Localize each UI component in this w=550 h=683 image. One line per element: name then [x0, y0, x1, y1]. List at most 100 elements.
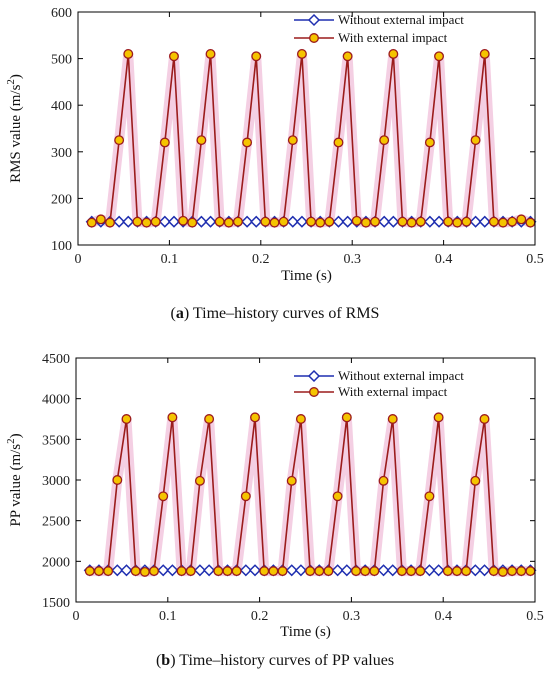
data-point-with-impact [95, 214, 106, 225]
chart-marks [83, 412, 537, 577]
chart-marks [85, 48, 537, 228]
data-point-with-impact [176, 566, 187, 577]
y-axis-label: PP value (m/s2) [5, 433, 24, 526]
data-point-with-impact [114, 135, 125, 146]
x-axis-label: Time (s) [281, 268, 332, 284]
data-point-without-impact [469, 215, 482, 228]
legend-label-without-impact: Without external impact [338, 368, 464, 383]
y-tick-label: 100 [51, 239, 72, 254]
x-tick-label: 0.3 [343, 252, 361, 267]
data-point-with-impact [167, 412, 178, 423]
data-point-with-impact [333, 137, 344, 148]
data-point-without-impact [241, 215, 254, 228]
data-point-with-impact [286, 475, 297, 486]
data-point-without-impact [340, 564, 353, 577]
legend-label-with-impact: With external impact [338, 30, 448, 45]
data-point-with-impact [360, 217, 371, 228]
data-point-without-impact [167, 215, 181, 228]
data-point-without-impact [113, 215, 126, 228]
data-point-with-impact [442, 566, 453, 577]
data-point-with-impact [488, 216, 499, 227]
axis-ticks: 0 0.1 0.2 0.3 0.4 0.5 100 200 300 400 500 600 [51, 6, 544, 267]
plot-frame [77, 11, 536, 246]
data-point-with-impact [277, 566, 288, 577]
data-point-with-impact [306, 216, 317, 227]
data-point-with-impact [452, 566, 462, 577]
data-point-with-impact [130, 566, 141, 577]
data-point-without-impact [386, 564, 399, 577]
y-tick-label: 300 [51, 146, 72, 161]
data-point-with-impact [415, 566, 426, 577]
data-point-with-impact [103, 566, 114, 577]
data-point-without-impact [157, 564, 170, 577]
data-point-without-impact [193, 564, 206, 577]
data-point-with-impact [260, 216, 271, 227]
data-point-with-impact [507, 566, 518, 577]
data-point-with-impact [360, 566, 371, 577]
x-tick-label: 0.4 [434, 609, 452, 624]
data-point-with-impact [223, 217, 234, 228]
legend-marker-without-impact [307, 13, 321, 27]
legend: Without external impact With external im… [294, 368, 464, 399]
data-point-with-impact [278, 216, 289, 227]
data-point-without-impact [286, 215, 299, 228]
data-point-without-impact [432, 215, 446, 228]
data-point-with-impact [194, 475, 205, 486]
data-point-with-impact [269, 217, 280, 228]
data-point-with-impact [268, 566, 279, 577]
data-point-without-impact [166, 564, 179, 577]
data-point-with-impact [525, 566, 536, 577]
data-point-with-impact [388, 48, 399, 59]
x-tick-label: 0.4 [435, 252, 453, 267]
legend: Without external impact With external im… [294, 12, 464, 45]
data-point-with-impact [242, 137, 253, 148]
data-point-with-impact [387, 414, 398, 424]
data-point-with-impact [295, 414, 306, 424]
data-point-with-impact [213, 566, 224, 577]
data-point-with-impact [424, 491, 435, 502]
caption-b: (b) Time–history curves of PP values [156, 652, 394, 669]
y-tick-label: 2000 [42, 555, 70, 570]
data-point-without-impact [204, 215, 217, 228]
data-point-with-impact [415, 216, 426, 227]
data-point-with-impact [497, 566, 508, 577]
data-point-without-impact [341, 215, 354, 228]
data-point-with-impact [479, 414, 490, 424]
impact-series-highlight [86, 48, 536, 228]
data-point-without-impact [469, 564, 482, 577]
data-point-without-impact [387, 215, 400, 228]
data-point-with-impact [516, 214, 527, 225]
data-point-with-impact [169, 51, 179, 62]
data-point-with-impact [397, 216, 408, 227]
data-point-with-impact [139, 566, 150, 577]
chart-panel-b: 0 0.1 0.2 0.3 0.4 0.5 1500 2000 2500 3000 3500 4000… [5, 352, 544, 669]
data-point-with-impact [424, 137, 435, 148]
y-tick-label: 400 [51, 99, 72, 114]
data-point-with-impact [488, 566, 499, 577]
x-tick-label: 0 [75, 252, 82, 267]
data-point-without-impact [423, 215, 436, 228]
data-point-with-impact [498, 217, 508, 228]
data-point-with-impact [232, 216, 243, 227]
data-point-without-impact [378, 215, 391, 228]
data-point-without-impact [158, 215, 171, 228]
data-point-with-impact [93, 566, 104, 577]
data-point-with-impact [470, 135, 481, 146]
data-point-without-impact [111, 564, 124, 577]
data-point-with-impact [222, 566, 233, 577]
data-point-with-impact [351, 566, 361, 577]
data-point-with-impact [204, 414, 215, 424]
data-point-with-impact [296, 48, 307, 59]
data-point-with-impact [351, 215, 362, 226]
data-point-with-impact [158, 491, 169, 502]
data-point-with-impact [187, 217, 198, 228]
data-point-without-impact [122, 215, 135, 228]
data-point-with-impact [259, 566, 270, 577]
data-point-with-impact [123, 48, 134, 59]
data-point-with-impact [250, 412, 260, 423]
data-point-with-impact [470, 475, 481, 486]
x-tick-label: 0 [73, 609, 80, 624]
impact-series-highlight [84, 412, 536, 577]
legend-marker-with-impact [309, 33, 319, 43]
